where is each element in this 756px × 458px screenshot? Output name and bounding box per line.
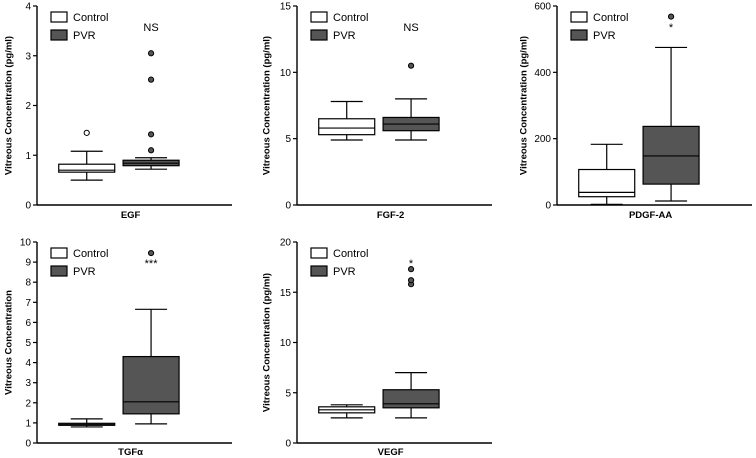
y-axis-label: Vitreous Concentration: [4, 290, 15, 395]
y-tick-label: 9: [25, 258, 31, 269]
y-axis-label: Vitreous Concentration (pg/ml): [262, 36, 273, 175]
category-label: FGF-2: [377, 210, 404, 221]
y-tick-label: 0: [285, 201, 291, 212]
y-tick-label: 10: [280, 68, 292, 79]
y-tick-label: 0: [25, 439, 31, 450]
y-axis-label: Vitreous Concentration (pg/ml): [262, 273, 273, 412]
outlier-point: [407, 277, 415, 284]
panel-pdgf-aa: 0 200 400 600 Vitreous Concentration (pg/ml)…: [519, 2, 752, 221]
box-control: [318, 100, 376, 141]
y-tick-label: 1: [25, 418, 31, 429]
outlier-point: [407, 62, 415, 69]
box-iqr: [642, 125, 700, 185]
box-iqr: [122, 355, 180, 415]
y-tick-label: 2: [25, 101, 31, 112]
category-label: EGF: [121, 210, 141, 221]
y-tick-label: 8: [25, 278, 31, 289]
panel-egf: 0 1 2 3 4 Vitreous Concentration (pg/ml) EGF Co…: [4, 2, 232, 221]
legend-label-pvr: PVR: [73, 266, 96, 278]
box-pvr: [122, 249, 180, 425]
y-tick-label: 15: [280, 2, 292, 13]
box-control: [58, 129, 116, 181]
outlier-point: [407, 266, 415, 273]
y-tick-label: 10: [20, 238, 32, 249]
box-control: [58, 418, 116, 428]
legend-swatch-pvr: [570, 29, 588, 41]
legend-swatch-control: [570, 11, 588, 23]
panel-fgf-2: 0 5 10 15 Vitreous Concentration (pg/ml) FGF-…: [262, 2, 492, 221]
y-tick-label: 7: [25, 298, 31, 309]
legend-label-pvr: PVR: [333, 266, 356, 278]
y-tick-label: 3: [25, 378, 31, 389]
outlier-point: [147, 76, 155, 83]
box-iqr: [382, 389, 440, 409]
y-tick-label: 0: [25, 201, 31, 212]
y-tick-label: 5: [25, 338, 31, 349]
significance-label: *: [669, 22, 674, 34]
significance-label: *: [409, 258, 414, 270]
significance-label: NS: [403, 22, 418, 34]
y-tick-label: 400: [534, 68, 551, 79]
box-pvr: [382, 266, 440, 419]
y-tick-label: 6: [25, 318, 31, 329]
legend-label-pvr: PVR: [593, 30, 616, 42]
box-iqr: [58, 163, 116, 173]
legend-swatch-control: [310, 247, 328, 259]
y-axis-label: Vitreous Concentration (pg/ml): [519, 36, 530, 175]
y-tick-label: 10: [280, 338, 292, 349]
box-pvr: [642, 13, 700, 202]
legend-swatch-pvr: [50, 29, 68, 41]
significance-label: NS: [143, 22, 158, 34]
panel-vegf: 0 5 10 15 20 Vitreous Concentration (pg/ml) VE…: [262, 238, 492, 458]
legend-swatch-pvr: [50, 265, 68, 277]
y-tick-label: 5: [285, 134, 291, 145]
box-control: [318, 404, 376, 419]
legend-label-control: Control: [73, 12, 108, 24]
outlier-point: [147, 131, 155, 138]
y-tick-label: 2: [25, 398, 31, 409]
legend-swatch-control: [310, 11, 328, 23]
outlier-point: [667, 13, 675, 20]
y-tick-label: 20: [280, 238, 292, 249]
category-label: PDGF-AA: [629, 210, 672, 221]
box-pvr: [122, 50, 180, 170]
category-label: VEGF: [378, 447, 404, 458]
legend-label-control: Control: [333, 248, 368, 260]
box-iqr: [318, 118, 376, 136]
y-tick-label: 0: [545, 201, 551, 212]
outlier-point: [147, 147, 155, 154]
significance-label: ***: [145, 258, 159, 270]
legend-label-control: Control: [73, 248, 108, 260]
y-tick-label: 200: [534, 134, 551, 145]
legend-label-control: Control: [333, 12, 368, 24]
y-tick-label: 4: [25, 358, 31, 369]
y-tick-label: 1: [25, 151, 31, 162]
box-control: [578, 143, 636, 205]
y-axis-label: Vitreous Concentration (pg/ml): [4, 36, 15, 175]
outlier-point: [147, 50, 155, 57]
y-tick-label: 600: [534, 2, 551, 13]
y-tick-label: 4: [25, 2, 31, 13]
outlier-point: [147, 249, 155, 257]
y-tick-label: 0: [285, 439, 291, 450]
legend-swatch-control: [50, 11, 68, 23]
category-label: TGFα: [118, 447, 143, 458]
legend-swatch-pvr: [310, 29, 328, 41]
legend-swatch-control: [50, 247, 68, 259]
legend-label-pvr: PVR: [73, 30, 96, 42]
panel-tgf-: 0 1 2 3 4 5 6 7 8 9 10 Vitreous Concentration TGFα Co…: [4, 238, 232, 458]
box-pvr: [382, 62, 440, 141]
legend-label-control: Control: [593, 12, 628, 24]
legend-swatch-pvr: [310, 265, 328, 277]
outlier-point: [83, 129, 90, 136]
y-tick-label: 3: [25, 51, 31, 62]
y-tick-label: 15: [280, 288, 292, 299]
legend-label-pvr: PVR: [333, 30, 356, 42]
y-tick-label: 5: [285, 388, 291, 399]
